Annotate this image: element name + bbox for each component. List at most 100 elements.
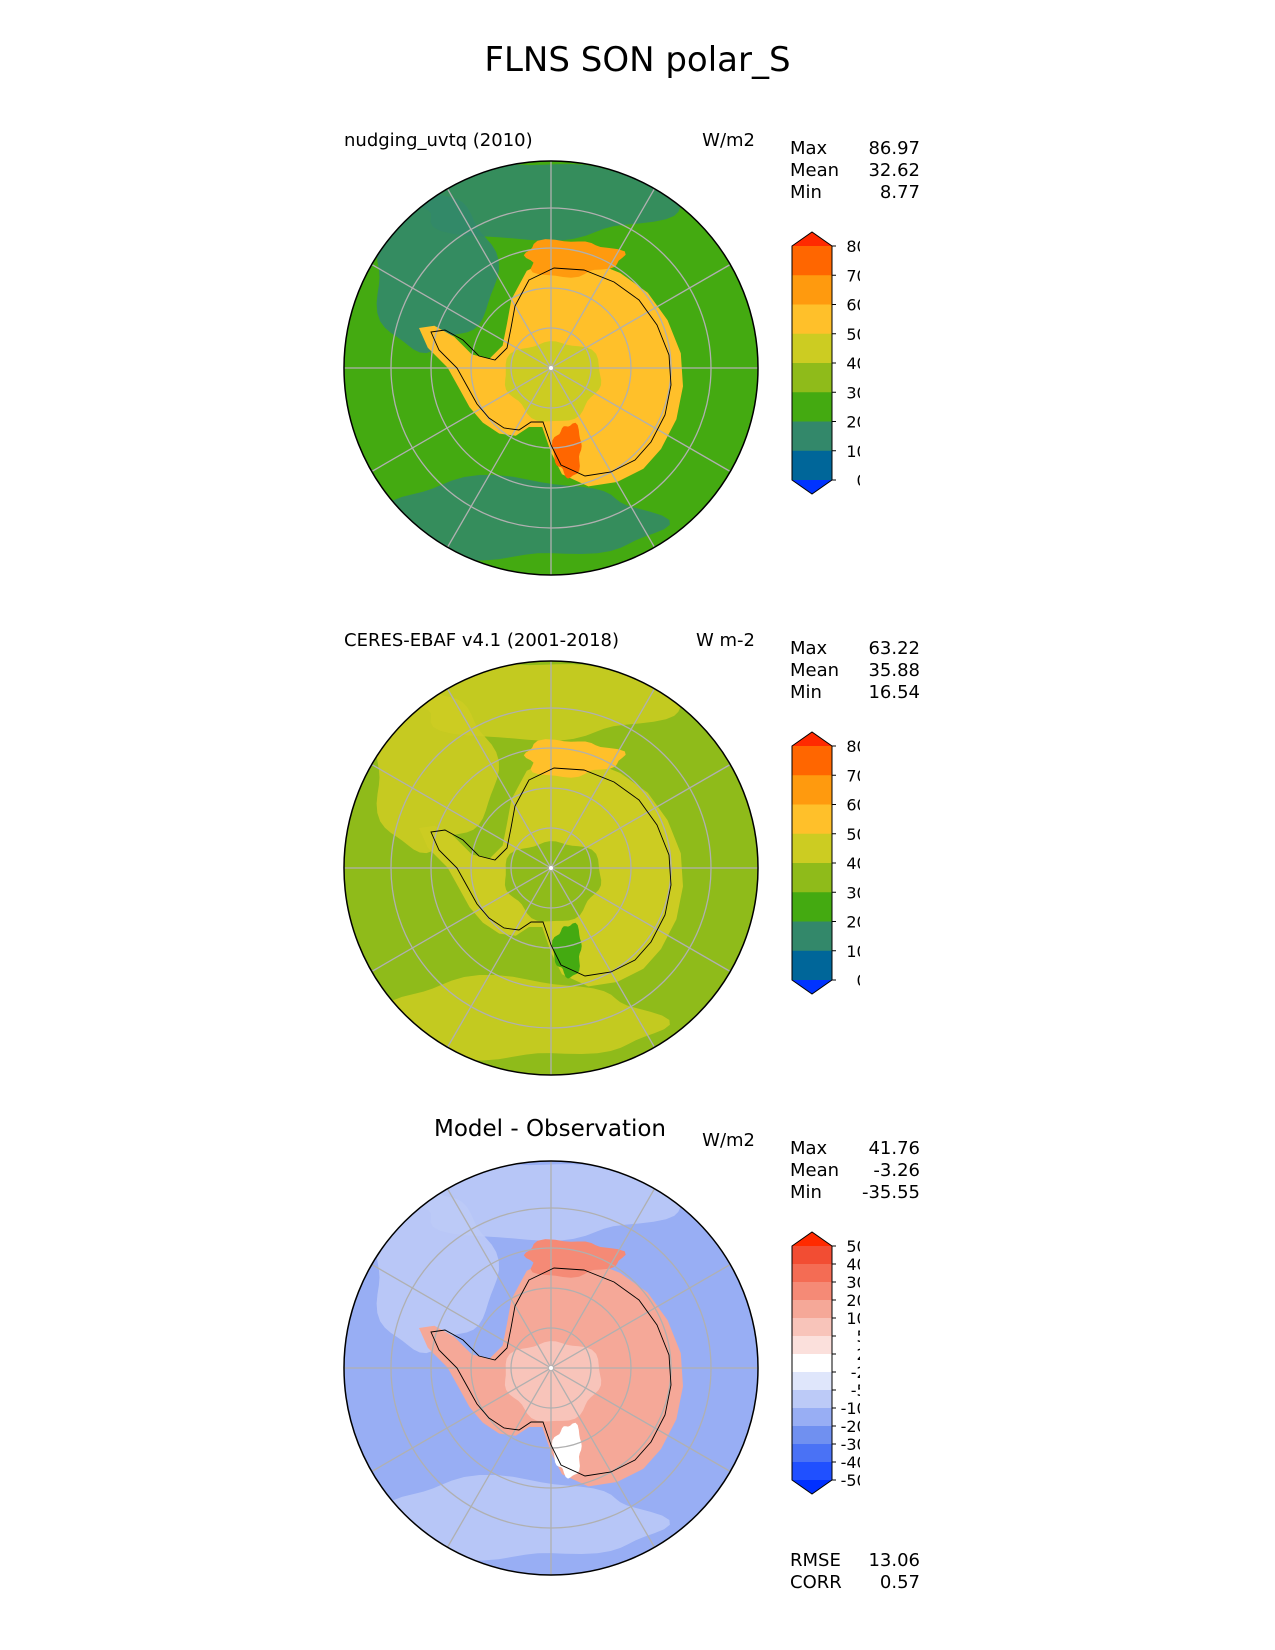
south-pole-marker <box>549 866 553 870</box>
map-boundary <box>343 660 759 1076</box>
colorbar-segment <box>792 921 832 952</box>
colorbar-segment <box>792 363 832 393</box>
hottest-field <box>552 422 582 479</box>
colorbar-tick-label: 0.0 <box>857 971 860 990</box>
panel-title: nudging_uvtq (2010) <box>344 130 533 151</box>
stat-min: Min 8.77 <box>790 182 920 203</box>
colorbar-tick-label: 5.0 <box>857 1327 860 1346</box>
colorbar-tick-label: 10.0 <box>846 942 860 961</box>
colorbar-segment <box>792 1264 832 1283</box>
colorbar-tick-label: 50.0 <box>846 325 860 344</box>
field-patch <box>403 162 696 241</box>
colorbar-extend-max <box>792 1232 832 1246</box>
colorbar-tick-label: 20.0 <box>846 913 860 932</box>
colorbar-tick-label: 30.0 <box>846 883 860 902</box>
stat-min: Min -35.55 <box>790 1182 920 1203</box>
colorbar-tick-label: -5.0 <box>851 1381 860 1400</box>
colorbar-segment <box>792 421 832 452</box>
colorbar-segment <box>792 863 832 893</box>
colorbar-extend-min <box>792 1480 832 1494</box>
colorbar-segment <box>792 246 832 276</box>
colorbar-tick-label: 10.0 <box>846 1309 860 1328</box>
stat-mean: Mean -3.26 <box>790 1160 920 1181</box>
colorbar-segment <box>792 1426 832 1445</box>
south-pole-marker <box>549 1366 553 1370</box>
colorbar-extend-max <box>792 232 832 246</box>
colorbar-tick-label: 10.0 <box>846 442 860 461</box>
colorbar-tick-label: 20.0 <box>846 1291 860 1310</box>
colorbar-extend-min <box>792 480 832 494</box>
stat-rmse: RMSE 13.06 <box>790 1550 920 1571</box>
field-patch <box>371 1475 670 1561</box>
colorbar-tick-label: -20.0 <box>841 1417 860 1436</box>
colorbar-tick-label: 30.0 <box>846 383 860 402</box>
figure-title: FLNS SON polar_S <box>484 40 791 80</box>
colorbar-tick-label: 2.0 <box>857 1345 860 1364</box>
error-stats: RMSE 13.06 CORR 0.57 <box>790 1550 920 1594</box>
colorbar-segment <box>792 304 832 335</box>
hot-field <box>523 739 626 778</box>
panel-title: Model - Observation <box>433 1116 667 1142</box>
hot-field <box>523 239 626 278</box>
colorbar-segment <box>792 1318 832 1337</box>
colorbar-tick-label: -50.0 <box>841 1471 860 1490</box>
colorbar-tick-label: 40.0 <box>846 354 860 373</box>
map-field <box>344 661 758 1075</box>
colorbar-tick-label: -30.0 <box>841 1435 860 1454</box>
hottest-field <box>552 1422 582 1479</box>
stat-max: Max 63.22 <box>790 638 920 659</box>
field-patch <box>371 975 670 1061</box>
stat-max: Max 41.76 <box>790 1138 920 1159</box>
colorbar-segment <box>792 1372 832 1391</box>
colorbar-tick-label: -40.0 <box>841 1453 860 1472</box>
colorbar-tick-label: 50.0 <box>846 1237 860 1256</box>
colorbar-segment <box>792 275 832 305</box>
colorbar-tick-label: -2.0 <box>851 1363 860 1382</box>
colorbar-tick-label: 70.0 <box>846 266 860 285</box>
colorbar-tick-label: 20.0 <box>846 413 860 432</box>
colorbar-tick-label: 60.0 <box>846 796 860 815</box>
colorbar-segment <box>792 1444 832 1463</box>
colorbar-tick-label: 80.0 <box>846 737 860 756</box>
colorbar-segment <box>792 333 832 364</box>
hot-field <box>523 1239 626 1278</box>
stats-box: Max 86.97 Mean 32.62 Min 8.77 <box>790 138 920 204</box>
map-field <box>344 1161 758 1575</box>
field-patch <box>403 1162 696 1241</box>
colorbar-segment <box>792 775 832 805</box>
stat-corr: CORR 0.57 <box>790 1572 920 1593</box>
colorbar-segment <box>792 804 832 835</box>
colorbar-tick-label: 80.0 <box>846 237 860 256</box>
stat-mean: Mean 35.88 <box>790 660 920 681</box>
colorbar-segment <box>792 1300 832 1319</box>
colorbar-tick-label: 0.0 <box>857 471 860 490</box>
colorbar-segment <box>792 746 832 776</box>
polar-map <box>343 660 759 1076</box>
colorbar-segment <box>792 1336 832 1355</box>
panel-units: W/m2 <box>702 130 755 151</box>
colorbar-tick-label: 60.0 <box>846 296 860 315</box>
colorbar-segment <box>792 1462 832 1481</box>
colorbar-tick-label: 70.0 <box>846 766 860 785</box>
stat-mean: Mean 32.62 <box>790 160 920 181</box>
coastline <box>430 1267 672 1477</box>
colorbar-tick-label: 30.0 <box>846 1273 860 1292</box>
colorbar-segment <box>792 833 832 864</box>
field-patch <box>403 662 696 741</box>
colorbar-extend-max <box>792 732 832 746</box>
hottest-field <box>552 922 582 979</box>
coastline <box>430 267 672 477</box>
colorbar-segment <box>792 950 832 981</box>
colorbar-segment <box>792 1408 832 1427</box>
colorbar-tick-label: 40.0 <box>846 1255 860 1274</box>
south-pole-marker <box>549 366 553 370</box>
colorbar-segment <box>792 450 832 481</box>
colorbar-tick-label: 50.0 <box>846 825 860 844</box>
stats-box: Max 41.76 Mean -3.26 Min -35.55 <box>790 1138 920 1204</box>
colorbar-tick-label: -10.0 <box>841 1399 860 1418</box>
colorbar: 50.040.030.020.010.05.02.0-2.0-5.0-10.0-… <box>791 1231 860 1495</box>
panel-units: W/m2 <box>702 1130 755 1151</box>
colorbar: 80.0 70.0 60.0 50.0 40.0 30.0 20.0 10.0 0.0 <box>791 231 860 495</box>
colorbar-segment <box>792 1390 832 1409</box>
map-boundary <box>343 1160 759 1576</box>
